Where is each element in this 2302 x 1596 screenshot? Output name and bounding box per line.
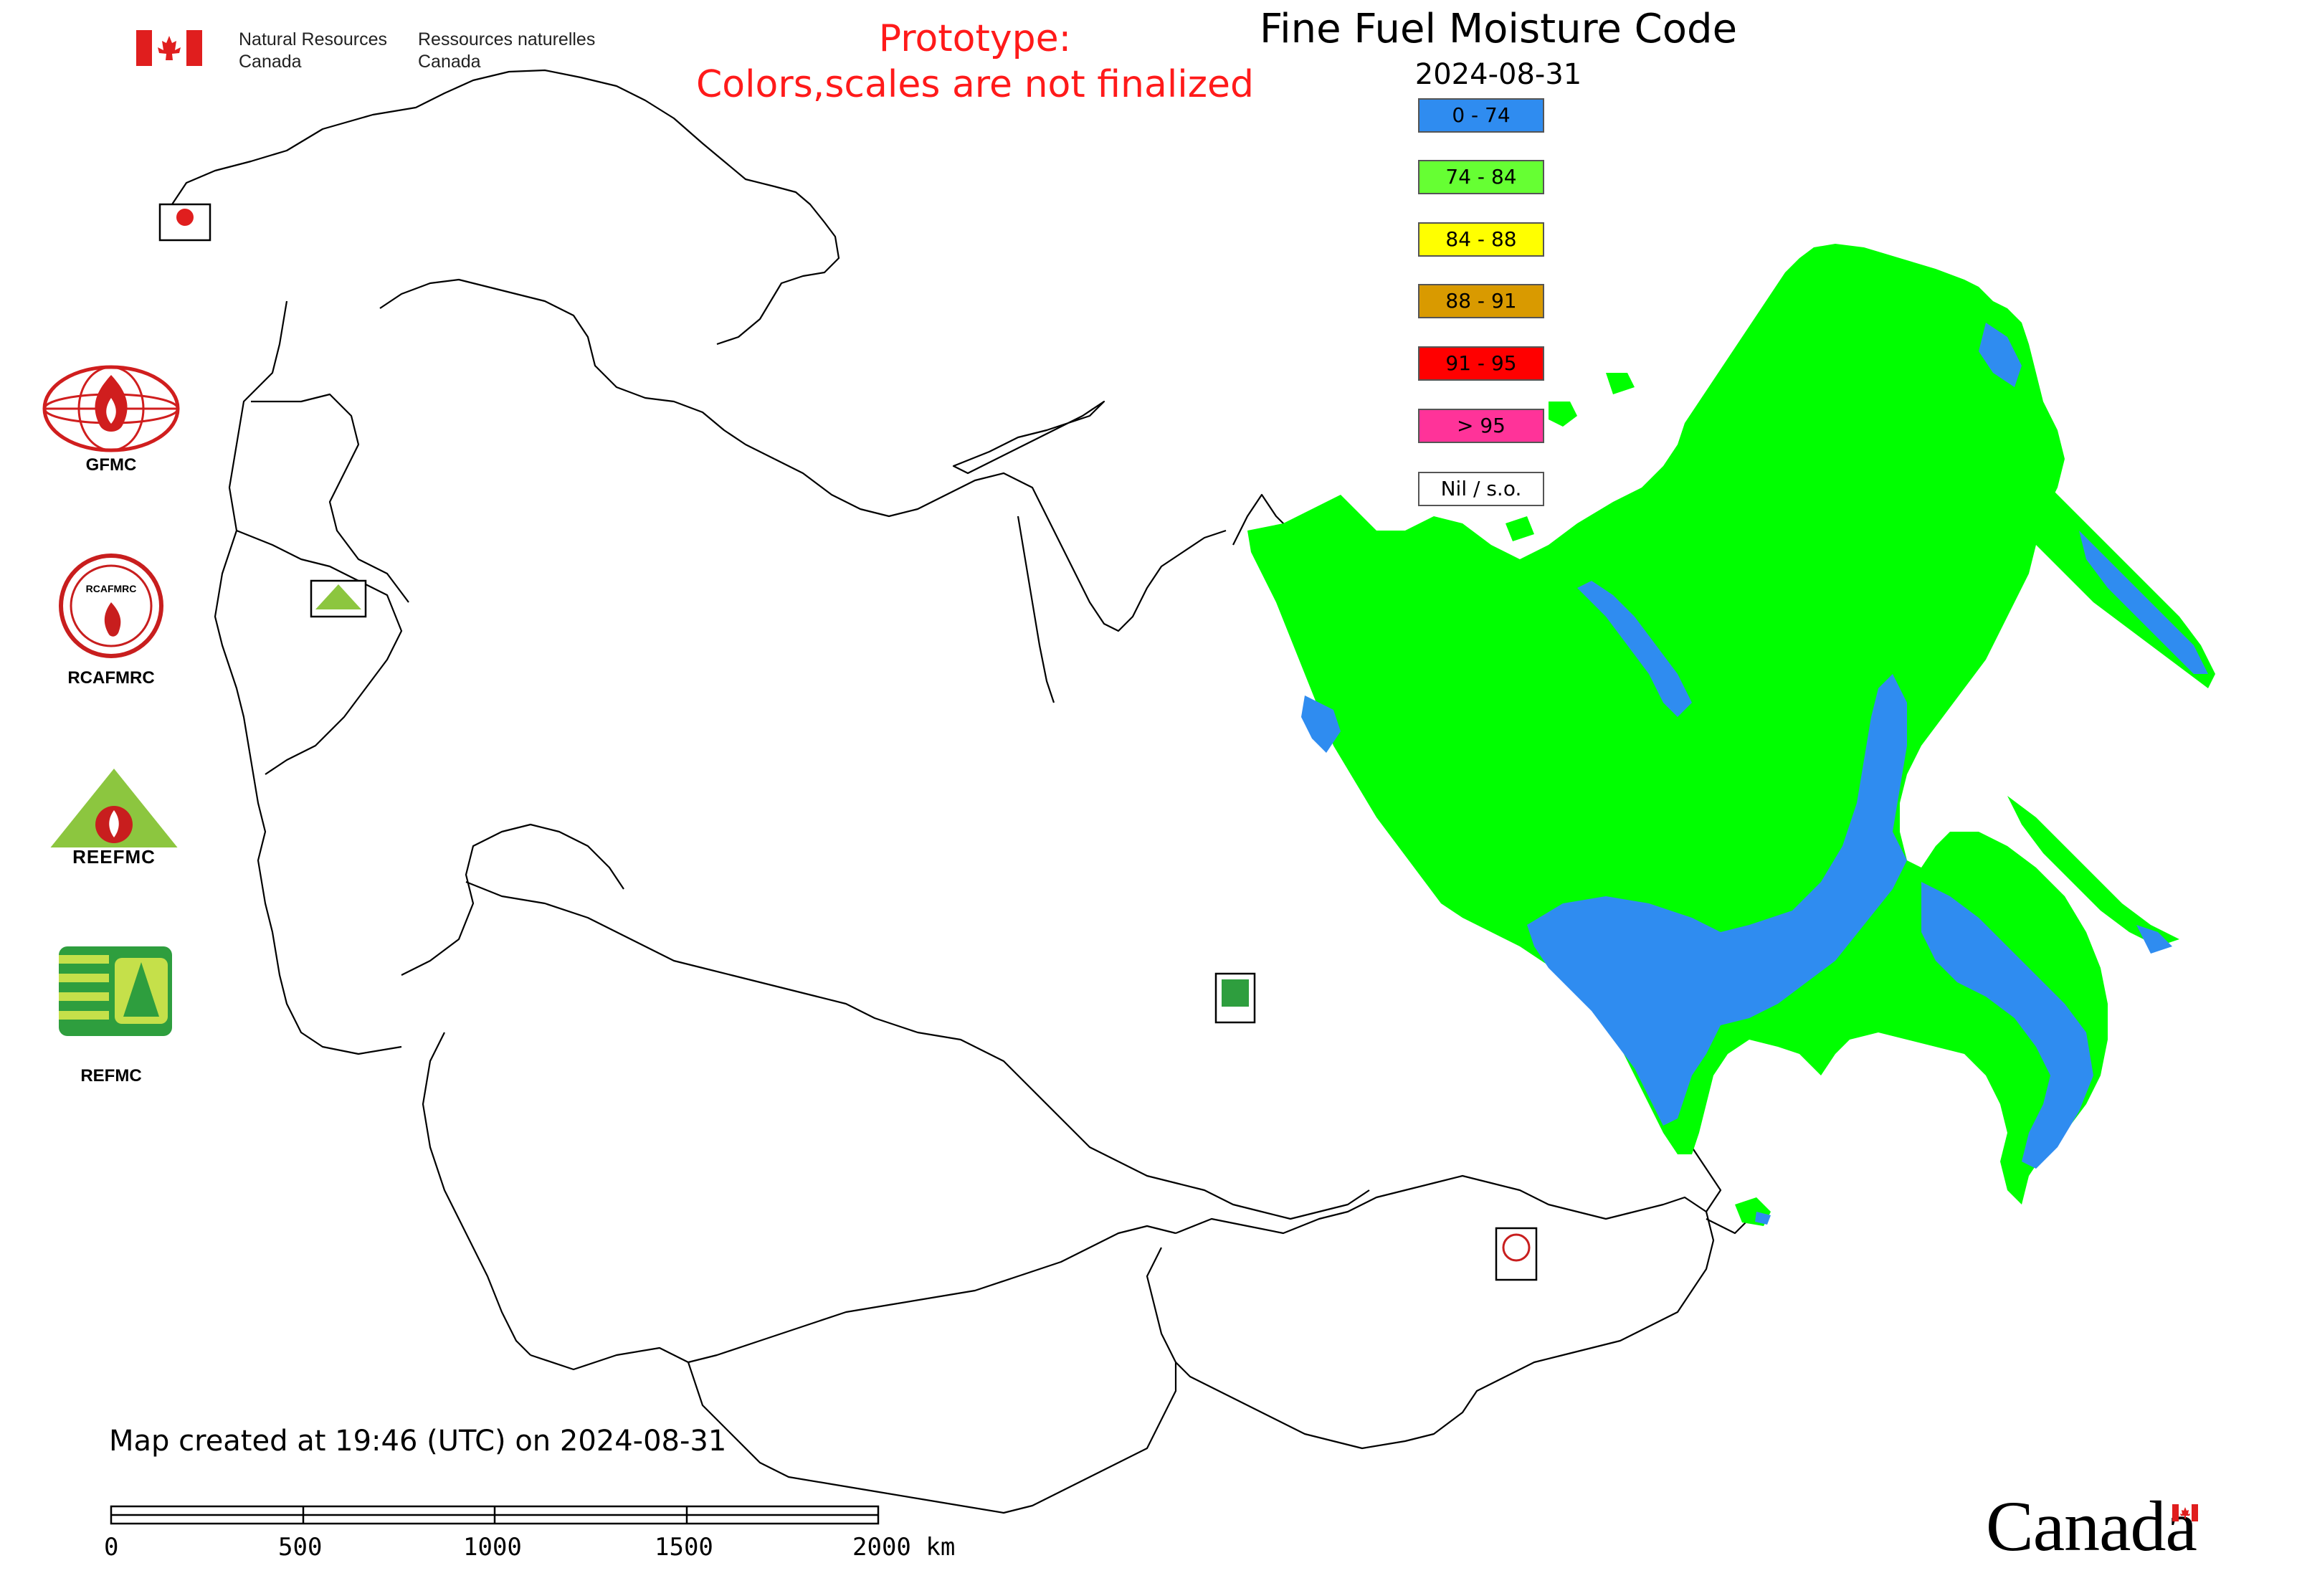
scale-bar: [110, 1505, 880, 1525]
border-central-asia: [687, 1247, 1177, 1514]
legend-item-gt95: > 95: [1418, 409, 1544, 443]
scale-label-1500: 1500: [655, 1533, 713, 1562]
ffmc-island-3: [1506, 516, 1534, 541]
map-markers: [158, 203, 1538, 1281]
marker-rcafmrc: [1495, 1227, 1538, 1281]
blue-patch-south: [1527, 674, 1907, 1126]
prototype-line2: Colors,scales are not finalized: [695, 63, 1255, 106]
prototype-notice: Prototype: Colors,scales are not finaliz…: [631, 16, 1319, 108]
ffmc-region-blue: [1301, 323, 2093, 1169]
border-kazakhstan-south: [530, 1225, 1176, 1371]
legend-item-84-88: 84 - 88: [1418, 222, 1544, 257]
marker-reefmc-icon: [315, 584, 361, 609]
border-mongolia: [1175, 1174, 1715, 1450]
map-title: Fine Fuel Moisture Code: [1259, 6, 1738, 52]
ffmc-sakhalin-blue: [2136, 925, 2172, 954]
gfmc-logo: [42, 365, 180, 452]
ffmc-region-green: [1247, 244, 2108, 1205]
ffmc-island-2: [1606, 373, 1635, 394]
svg-text:REEFMC: REEFMC: [72, 846, 156, 868]
ffmc-island-1: [1549, 402, 1577, 427]
marker-rcafmrc-icon: [1502, 1233, 1531, 1262]
ffmc-sakhalin: [2007, 796, 2179, 946]
nrcan-en-line1: Natural Resources: [239, 29, 388, 49]
canada-wordmark: Canada: [1986, 1486, 2197, 1566]
nrcan-english: Natural Resources Canada: [239, 29, 387, 73]
nrcan-fr-line2: Canada: [418, 52, 481, 72]
gfmc-label: GFMC: [85, 455, 137, 475]
nrcan-fr-line1: Ressources naturelles: [418, 29, 596, 49]
nrcan-french: Ressources naturelles Canada: [418, 29, 595, 73]
legend-item-91-95: 91 - 95: [1418, 346, 1544, 381]
blue-patch-west: [1301, 695, 1341, 753]
legend-item-0-74: 0 - 74: [1418, 98, 1544, 133]
scale-label-500: 500: [278, 1533, 323, 1562]
ffmc-vladivostok-blue: [1755, 1212, 1771, 1225]
coastline-white-sea: [379, 278, 775, 460]
legend-item-74-84: 74 - 84: [1418, 160, 1544, 194]
marker-gfmc-icon: [176, 209, 194, 226]
wordmark-flag-icon: [2172, 1504, 2198, 1521]
scale-label-0: 0: [104, 1533, 119, 1562]
border-baltic: [251, 393, 409, 603]
marker-refmc-icon: [1222, 979, 1249, 1007]
border-europe-west: [214, 300, 402, 1055]
border-kazakhstan-north: [465, 880, 1370, 1220]
svg-text:RCAFMRC: RCAFMRC: [86, 583, 137, 594]
prototype-line1: Prototype:: [878, 17, 1072, 60]
blue-patch-northeast: [1979, 323, 2022, 387]
rcafmrc-label: RCAFMRC: [67, 668, 155, 688]
caspian-sea: [422, 1032, 531, 1356]
canada-flag-icon: [136, 30, 202, 66]
coastline-scandinavia: [164, 69, 840, 346]
refmc-label: REFMC: [80, 1066, 142, 1086]
nrcan-en-line2: Canada: [239, 52, 302, 72]
refmc-logo: [59, 946, 172, 1036]
reefmc-logo: REEFMC: [37, 769, 191, 868]
border-ukraine: [236, 529, 403, 775]
coastline-yamal: [774, 458, 1227, 632]
border-caucasus: [401, 823, 624, 976]
rcafmrc-logo: RCAFMRC: [59, 554, 163, 658]
country-outlines: [164, 69, 1764, 1514]
blue-patch-east: [1921, 882, 2093, 1169]
legend-item-88-91: 88 - 91: [1418, 284, 1544, 318]
legend-item-nil: Nil / s.o.: [1418, 472, 1544, 506]
scale-label-2000: 2000 km: [852, 1533, 956, 1562]
blue-patch-central: [1577, 581, 1692, 717]
map-created-timestamp: Map created at 19:46 (UTC) on 2024-08-31: [109, 1425, 727, 1458]
ffmc-kamchatka-blue: [2079, 531, 2208, 674]
ffmc-raster: [1247, 244, 2215, 1226]
map-date: 2024-08-31: [1414, 58, 1582, 91]
scale-label-1000: 1000: [463, 1533, 522, 1562]
novaya-zemlya: [952, 400, 1105, 475]
coastline-ob-gulf: [1017, 516, 1055, 703]
